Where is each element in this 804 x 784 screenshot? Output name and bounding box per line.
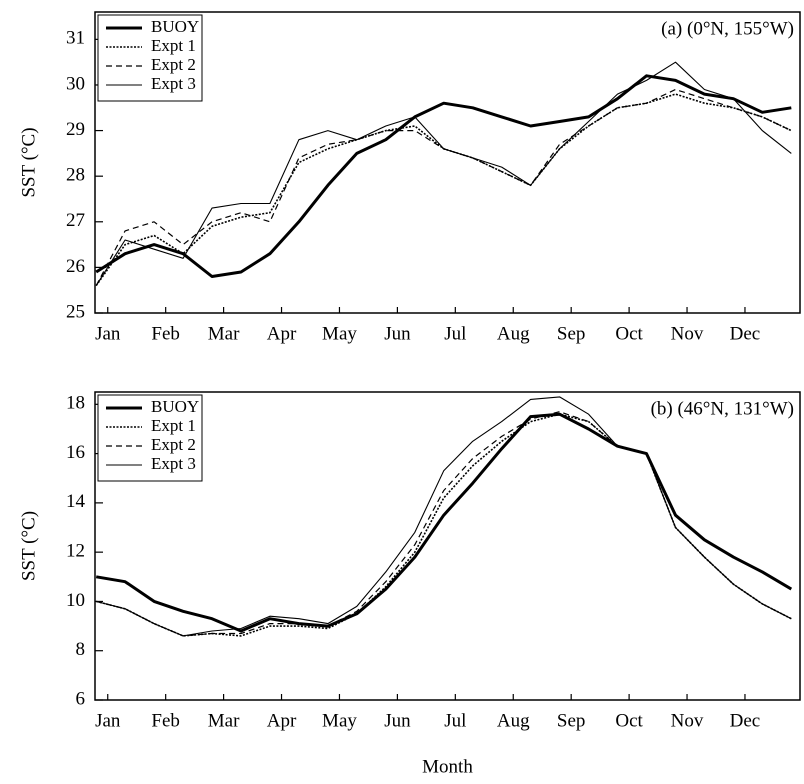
- plot: [95, 61, 792, 287]
- x-tick-label: May: [322, 323, 357, 344]
- legend-label: Expt 2: [151, 435, 196, 454]
- x-tick-label: Jun: [384, 710, 411, 731]
- series-line: [95, 61, 792, 286]
- series-line: [95, 93, 792, 287]
- y-tick-label: 6: [76, 688, 86, 709]
- legend-label: Expt 1: [151, 36, 196, 55]
- annotation: (a) (0°N, 155°W): [661, 18, 794, 39]
- y-axis-label: SST (°C): [18, 511, 39, 581]
- series-line: [95, 412, 793, 633]
- legend-label: BUOY: [151, 397, 199, 416]
- x-tick-label: Mar: [208, 710, 240, 731]
- x-tick-label: Jul: [444, 323, 466, 344]
- y-tick-label: 14: [66, 491, 86, 512]
- y-tick-label: 26: [66, 256, 85, 277]
- x-tick-label: Dec: [730, 323, 761, 344]
- y-tick-label: 12: [66, 541, 85, 562]
- x-tick-label: Jun: [384, 323, 411, 344]
- legend-label: BUOY: [151, 17, 199, 36]
- x-tick-label: Oct: [615, 710, 643, 731]
- legend-label: Expt 1: [151, 416, 196, 435]
- x-tick-label: May: [322, 710, 357, 731]
- x-tick-label: Sep: [557, 710, 586, 731]
- x-tick-label: Nov: [671, 710, 704, 731]
- plot-frame: [94, 391, 801, 701]
- y-tick-label: 25: [66, 301, 85, 322]
- x-tick-label: Aug: [497, 710, 530, 731]
- annotation: (b) (46°N, 131°W): [651, 398, 794, 419]
- x-tick-label: Aug: [497, 323, 530, 344]
- x-tick-label: Jul: [444, 710, 466, 731]
- x-tick-label: Feb: [151, 710, 180, 731]
- x-tick-label: Nov: [671, 323, 704, 344]
- y-tick-label: 10: [66, 590, 85, 611]
- y-tick-label: 18: [66, 393, 85, 414]
- series-line: [95, 88, 792, 286]
- series-line: [95, 74, 792, 278]
- y-tick-label: 30: [66, 73, 85, 94]
- x-tick-label: Oct: [615, 323, 643, 344]
- x-tick-label: Dec: [730, 710, 761, 731]
- y-tick-label: 8: [76, 639, 86, 660]
- x-tick-label: Feb: [151, 323, 180, 344]
- x-axis-label: Month: [422, 756, 473, 777]
- y-tick-label: 16: [66, 442, 85, 463]
- x-tick-label: Jan: [95, 710, 121, 731]
- y-tick-label: 29: [66, 119, 85, 140]
- y-tick-label: 31: [66, 28, 85, 49]
- legend-label: Expt 3: [151, 74, 196, 93]
- plot-frame: [94, 11, 801, 314]
- y-tick-label: 27: [66, 210, 85, 231]
- legend-label: Expt 2: [151, 55, 196, 74]
- x-tick-label: Mar: [208, 323, 240, 344]
- y-tick-label: 28: [66, 165, 85, 186]
- x-tick-label: Apr: [267, 710, 297, 731]
- y-axis-label: SST (°C): [18, 127, 39, 197]
- legend-label: Expt 3: [151, 454, 196, 473]
- plot: [95, 396, 793, 637]
- x-tick-label: Sep: [557, 323, 586, 344]
- x-tick-label: Apr: [267, 323, 297, 344]
- series-line: [96, 396, 792, 637]
- x-tick-label: Jan: [95, 323, 121, 344]
